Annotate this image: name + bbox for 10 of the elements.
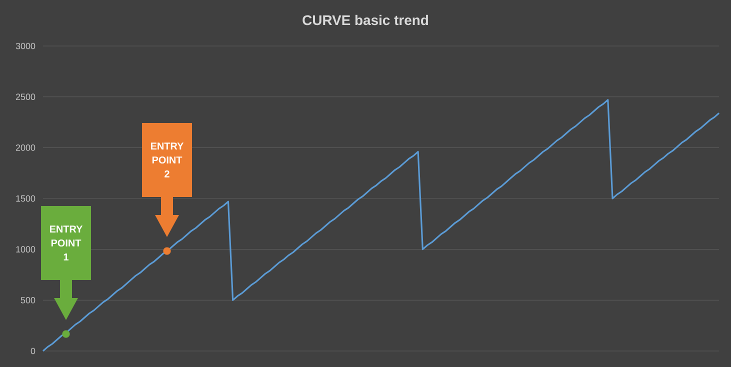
y-tick-label: 1500 (16, 195, 36, 202)
chart-title: CURVE basic trend (302, 14, 428, 26)
y-tick-label: 0 (30, 348, 36, 354)
y-tick-label: 2500 (16, 94, 36, 100)
y-tick-label: 500 (20, 296, 36, 304)
y-tick-label: 1000 (16, 246, 36, 253)
annotation: ENTRY POINT 1 (50, 226, 83, 260)
y-tick-label: 2000 (16, 144, 36, 151)
annotation: ENTRY POINT 2 (150, 142, 184, 178)
y-tick-label: 3000 (16, 42, 36, 50)
